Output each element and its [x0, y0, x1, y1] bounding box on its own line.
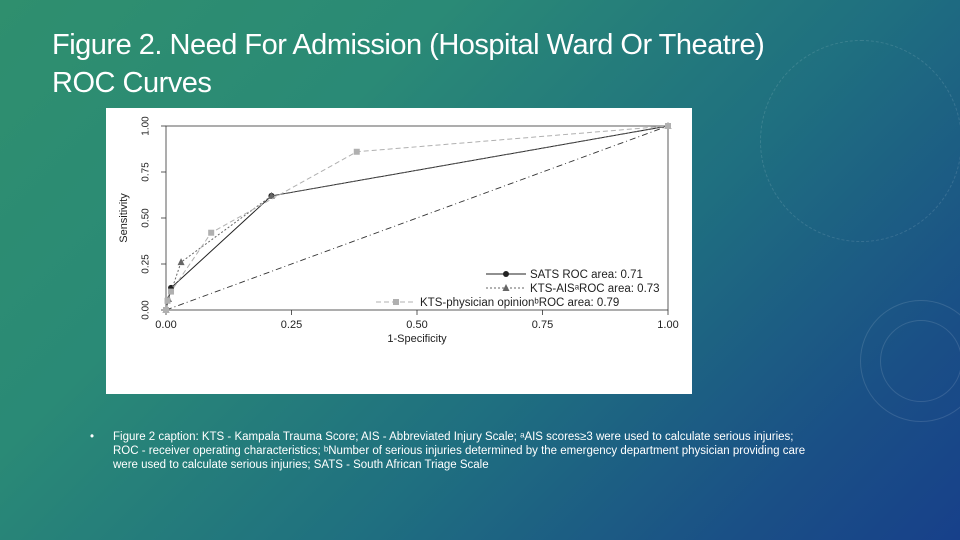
- series-point-1: [177, 258, 185, 266]
- decorative-circle: [760, 40, 960, 242]
- y-tick-label: 0.00: [141, 300, 152, 320]
- slide-title-line2: ROC Curves: [52, 67, 212, 99]
- legend-marker-1: [502, 284, 510, 291]
- y-tick-label: 0.50: [141, 208, 152, 228]
- y-axis-label: Sensitivity: [118, 193, 130, 243]
- series-group: [162, 122, 672, 313]
- reference-line-group: [165, 125, 669, 311]
- x-tick-label: 0.75: [532, 319, 553, 331]
- slide-title-line1: Figure 2. Need For Admission (Hospital W…: [52, 29, 765, 61]
- series-line-1: [165, 125, 669, 311]
- slide-title: Figure 2. Need For Admission (Hospital W…: [52, 26, 832, 102]
- caption-block: • Figure 2 caption: KTS - Kampala Trauma…: [90, 430, 810, 472]
- legend: SATS ROC area: 0.71 KTS-AISᵃROC area: 0.7…: [376, 269, 660, 309]
- legend-label-1: KTS-AISᵃROC area: 0.73: [530, 283, 660, 295]
- reference-diagonal: [165, 125, 669, 311]
- legend-marker-0: [503, 271, 509, 277]
- y-tick-label: 0.75: [141, 162, 152, 182]
- series-point-2: [164, 297, 171, 304]
- series-point-2: [208, 229, 215, 236]
- series-point-2: [665, 123, 671, 129]
- caption-bullet: •: [90, 431, 95, 443]
- y-tick-label: 1.00: [141, 116, 152, 136]
- series-point-1: [267, 191, 275, 199]
- series-point-2: [163, 307, 169, 313]
- roc-chart: 0.00 0.25 0.50 0.75 1.00 0.00 0.25 0.50 0.75 1.00…: [118, 116, 679, 345]
- chart-axes: 0.00 0.25 0.50 0.75 1.00 0.00 0.25 0.50 0.75 1.00…: [118, 116, 679, 345]
- series-point-2: [353, 148, 360, 155]
- x-tick-label: 0.00: [155, 319, 176, 331]
- series-point-2: [168, 288, 175, 295]
- y-tick-label: 0.25: [141, 254, 152, 274]
- roc-figure: 0.00 0.25 0.50 0.75 1.00 0.00 0.25 0.50 0.75 1.00…: [106, 108, 692, 394]
- caption-text: Figure 2 caption: KTS - Kampala Trauma S…: [113, 431, 806, 471]
- x-axis-label: 1-Specificity: [387, 333, 447, 345]
- legend-label-0: SATS ROC area: 0.71: [530, 269, 643, 281]
- legend-label-2: KTS-physician opinionᵇROC area: 0.79: [420, 297, 619, 309]
- x-tick-label: 0.50: [406, 319, 427, 331]
- legend-marker-2: [393, 299, 399, 305]
- x-tick-label: 1.00: [657, 319, 678, 331]
- decorative-circle: [880, 320, 960, 402]
- x-tick-label: 0.25: [281, 319, 302, 331]
